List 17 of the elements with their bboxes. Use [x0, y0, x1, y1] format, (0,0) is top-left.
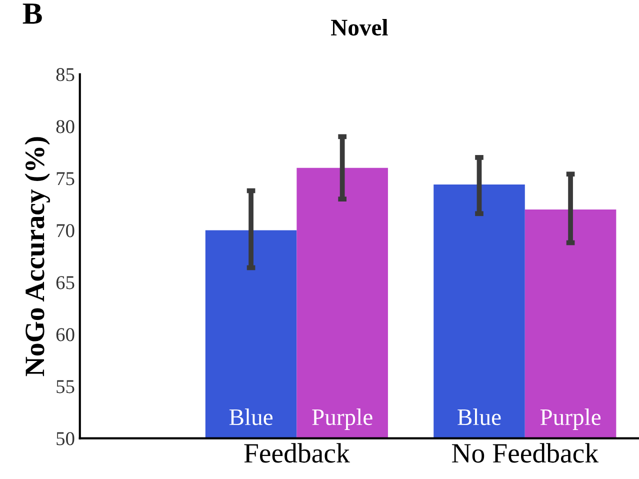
x-tick-label: Feedback	[244, 443, 350, 463]
text: Blue	[458, 408, 501, 426]
text: Purple	[540, 408, 601, 430]
y-tick-label: 55	[56, 380, 74, 394]
y-tick-label: 50	[56, 432, 74, 446]
y-axis-title: NoGo Accuracy (%)	[24, 137, 50, 376]
y-tick-label: 75	[56, 172, 74, 186]
series-label: Blue	[229, 408, 273, 426]
y-tick-label: 70	[56, 224, 74, 238]
y-tick-label: 60	[56, 328, 74, 342]
y-tick-label: 80	[56, 120, 74, 134]
y-tick-label: 65	[56, 276, 74, 290]
series-label: Purple	[312, 408, 372, 430]
x-tick-label: No Feedback	[452, 443, 599, 463]
text: B	[22, 4, 42, 24]
chart-title: Novel	[331, 18, 388, 36]
y-tick-label: 85	[56, 68, 74, 82]
